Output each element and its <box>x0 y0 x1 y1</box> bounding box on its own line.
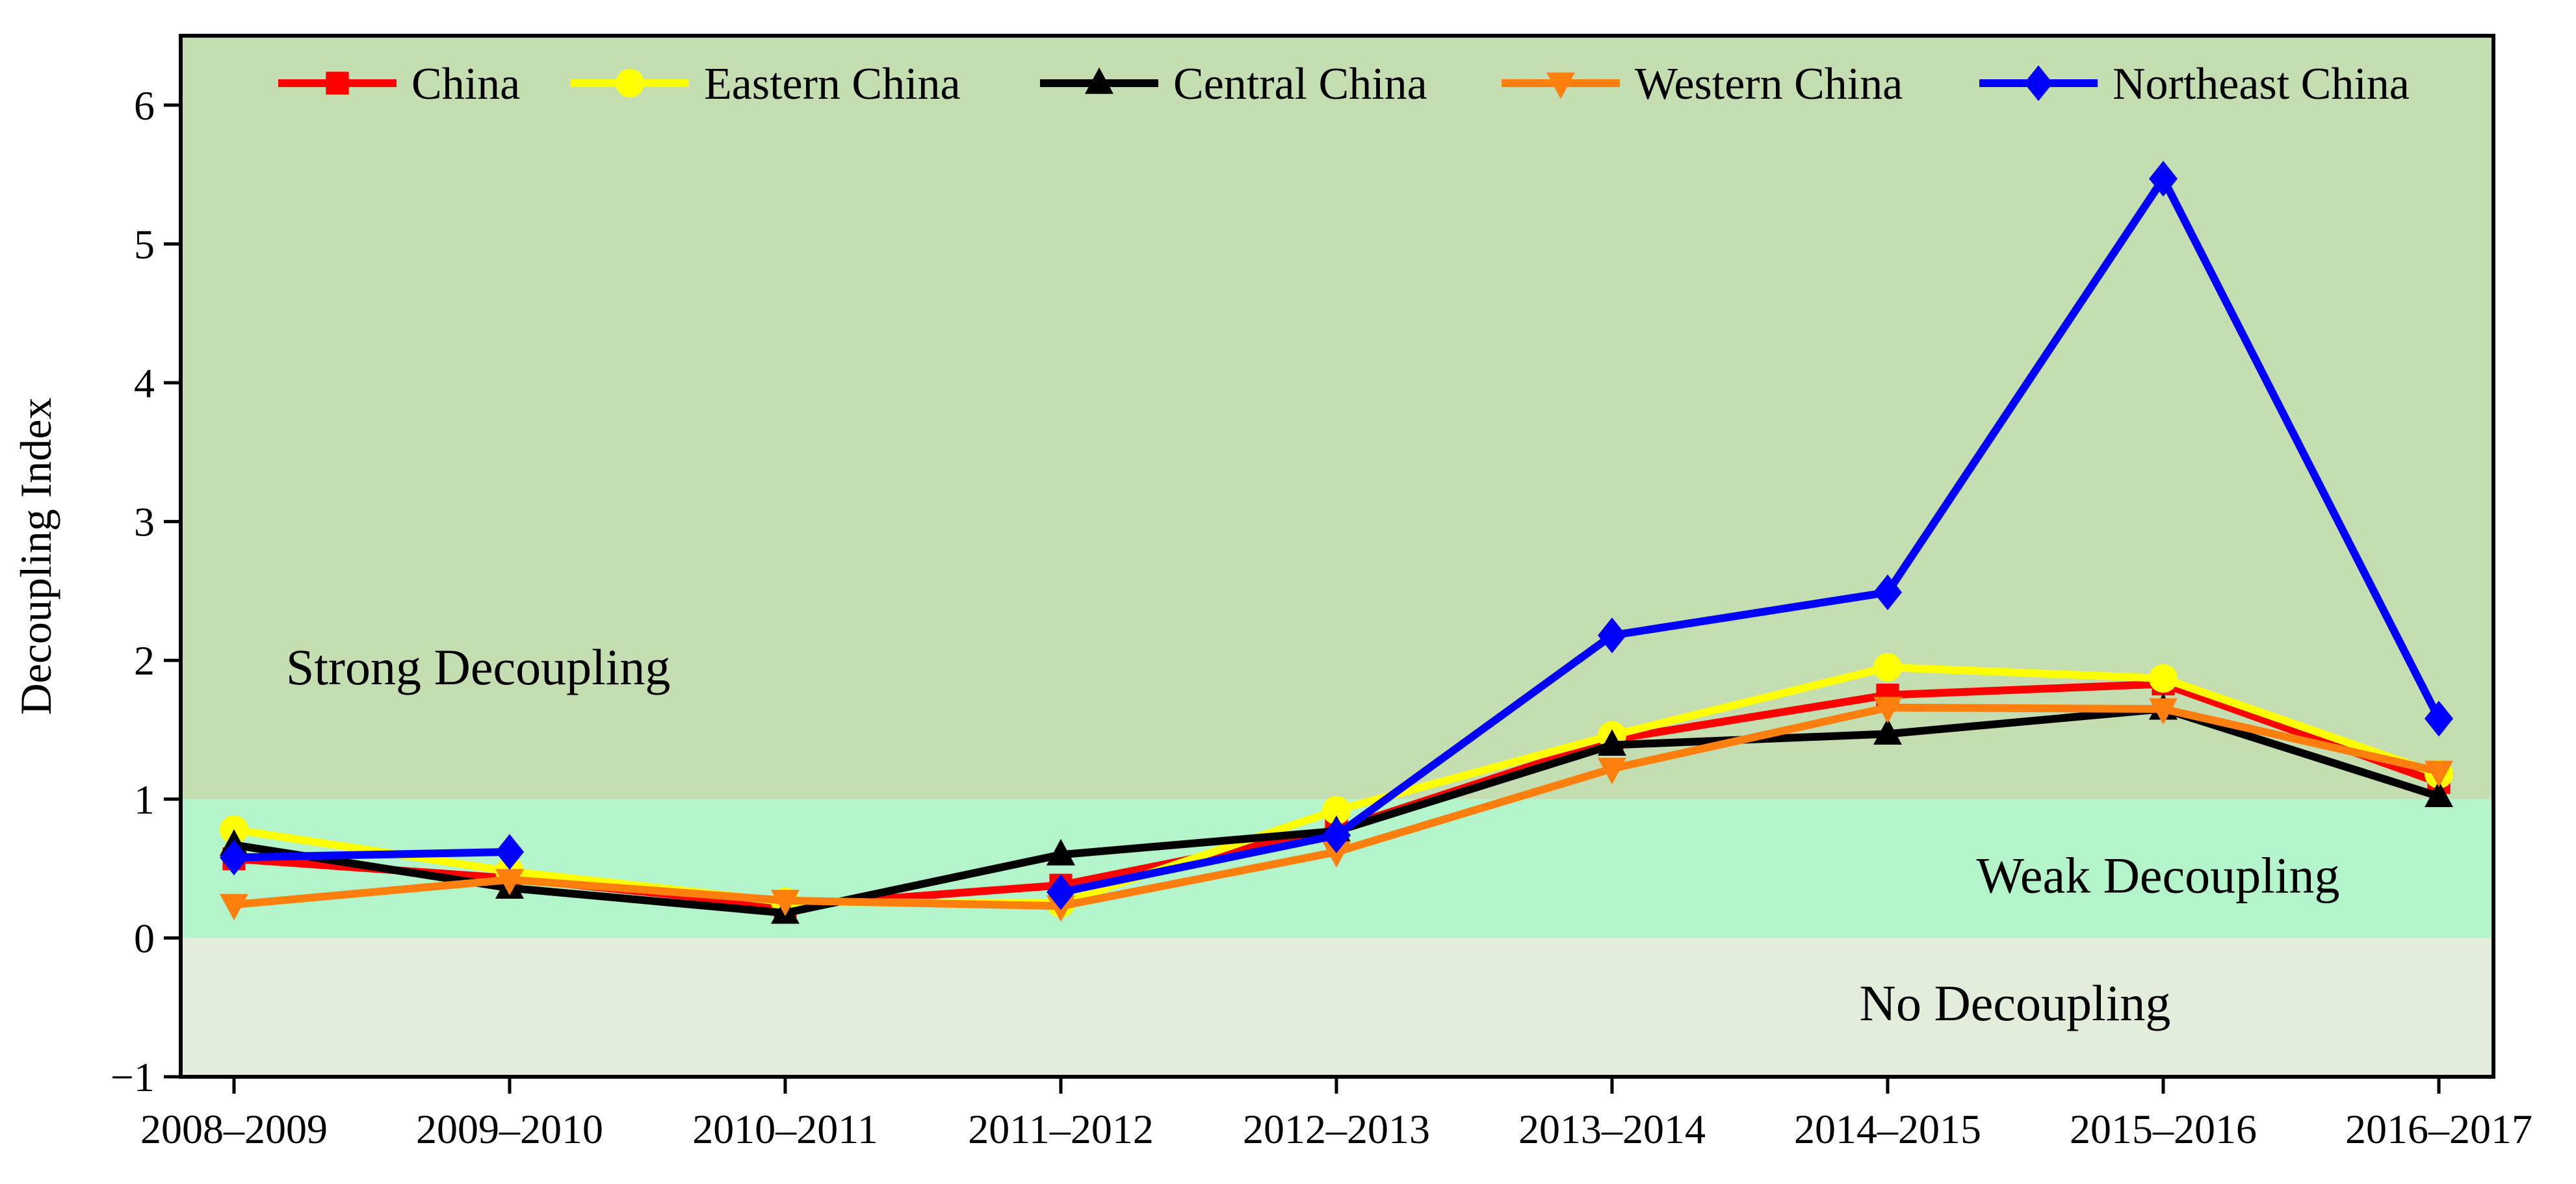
legend-label-northeast-china: Northeast China <box>2113 59 2410 109</box>
legend-marker-eastern-china <box>616 69 644 97</box>
data-point-central-china <box>1598 729 1626 756</box>
series-line-northeast-china <box>230 847 514 862</box>
x-tick-label: 2009–2010 <box>416 1106 603 1152</box>
data-point-northeast-china <box>2149 161 2178 197</box>
legend-item-eastern-china: Eastern China <box>571 59 961 109</box>
plot-frame <box>179 34 2495 1079</box>
data-point-northeast-china <box>495 834 524 870</box>
series-northeast-china <box>220 161 2453 910</box>
legend-label-china: China <box>411 59 520 109</box>
x-tick-label: 2010–2011 <box>692 1106 878 1152</box>
data-point-eastern-china <box>1873 652 1902 682</box>
data-point-northeast-china <box>220 840 248 876</box>
data-point-eastern-china <box>1322 795 1351 825</box>
legend-marker-central-china <box>1085 67 1113 94</box>
region-strong-decoupling <box>181 36 2493 799</box>
data-point-northeast-china <box>1322 817 1351 853</box>
decoupling-regions: No Decoupling Weak Decoupling Strong Decou… <box>181 36 2493 1077</box>
y-tick-label: 1 <box>134 777 155 823</box>
y-tick-label: 0 <box>134 915 155 961</box>
y-tick-label: 2 <box>134 637 155 684</box>
axis-ticks: −1 0 1 2 3 4 5 6 2008–2009 2009–2010 2010–2011 2011… <box>111 83 2532 1152</box>
data-point-western-china <box>220 894 248 921</box>
data-point-central-china <box>1047 839 1075 866</box>
x-tick-label: 2016–2017 <box>2345 1106 2532 1152</box>
legend-marker-northeast-china <box>2024 65 2053 101</box>
data-point-western-china <box>1322 841 1351 868</box>
x-tick-label: 2015–2016 <box>2070 1106 2257 1152</box>
data-point-western-china <box>2425 760 2453 788</box>
legend-label-central-china: Central China <box>1173 59 1427 109</box>
data-point-western-china <box>771 890 800 916</box>
data-point-western-china <box>1873 697 1902 724</box>
y-tick-label: −1 <box>111 1054 155 1100</box>
region-label-no-decoupling: No Decoupling <box>1860 975 2171 1031</box>
data-point-eastern-china <box>2149 663 2178 693</box>
data-point-western-china <box>2149 698 2178 725</box>
y-tick-label: 4 <box>134 360 155 406</box>
data-point-northeast-china <box>1047 874 1075 910</box>
data-point-western-china <box>495 869 524 895</box>
region-label-weak-decoupling: Weak Decoupling <box>1976 847 2339 903</box>
y-axis-label: Decoupling Index <box>11 397 60 715</box>
data-point-northeast-china <box>1873 574 1902 611</box>
x-tick-label: 2012–2013 <box>1243 1106 1430 1152</box>
y-tick-label: 6 <box>134 83 155 129</box>
series-line-northeast-china <box>1057 175 2443 896</box>
legend-item-northeast-china: Northeast China <box>1979 59 2410 109</box>
data-point-northeast-china <box>2425 701 2453 737</box>
region-no-decoupling <box>181 938 2493 1077</box>
data-point-western-china <box>1598 758 1626 785</box>
series-lines <box>220 161 2453 924</box>
data-point-central-china <box>2425 780 2453 808</box>
legend-marker-china <box>326 71 349 95</box>
x-tick-label: 2014–2015 <box>1794 1106 1981 1152</box>
y-tick-label: 5 <box>134 221 155 267</box>
legend-label-western-china: Western China <box>1635 59 1903 109</box>
x-tick-label: 2013–2014 <box>1518 1106 1706 1152</box>
region-label-strong-decoupling: Strong Decoupling <box>286 639 670 695</box>
legend-marker-western-china <box>1546 72 1575 99</box>
legend-item-central-china: Central China <box>1040 59 1427 109</box>
legend-item-western-china: Western China <box>1502 59 1903 109</box>
x-tick-label: 2011–2012 <box>968 1106 1154 1152</box>
data-point-central-china <box>1873 718 1902 745</box>
data-point-northeast-china <box>1598 617 1626 654</box>
legend-item-china: China <box>278 59 520 109</box>
y-tick-label: 3 <box>134 499 155 545</box>
x-tick-label: 2008–2009 <box>140 1106 328 1152</box>
legend: China Eastern China Central China Western C… <box>278 59 2410 109</box>
legend-label-eastern-china: Eastern China <box>704 59 961 109</box>
